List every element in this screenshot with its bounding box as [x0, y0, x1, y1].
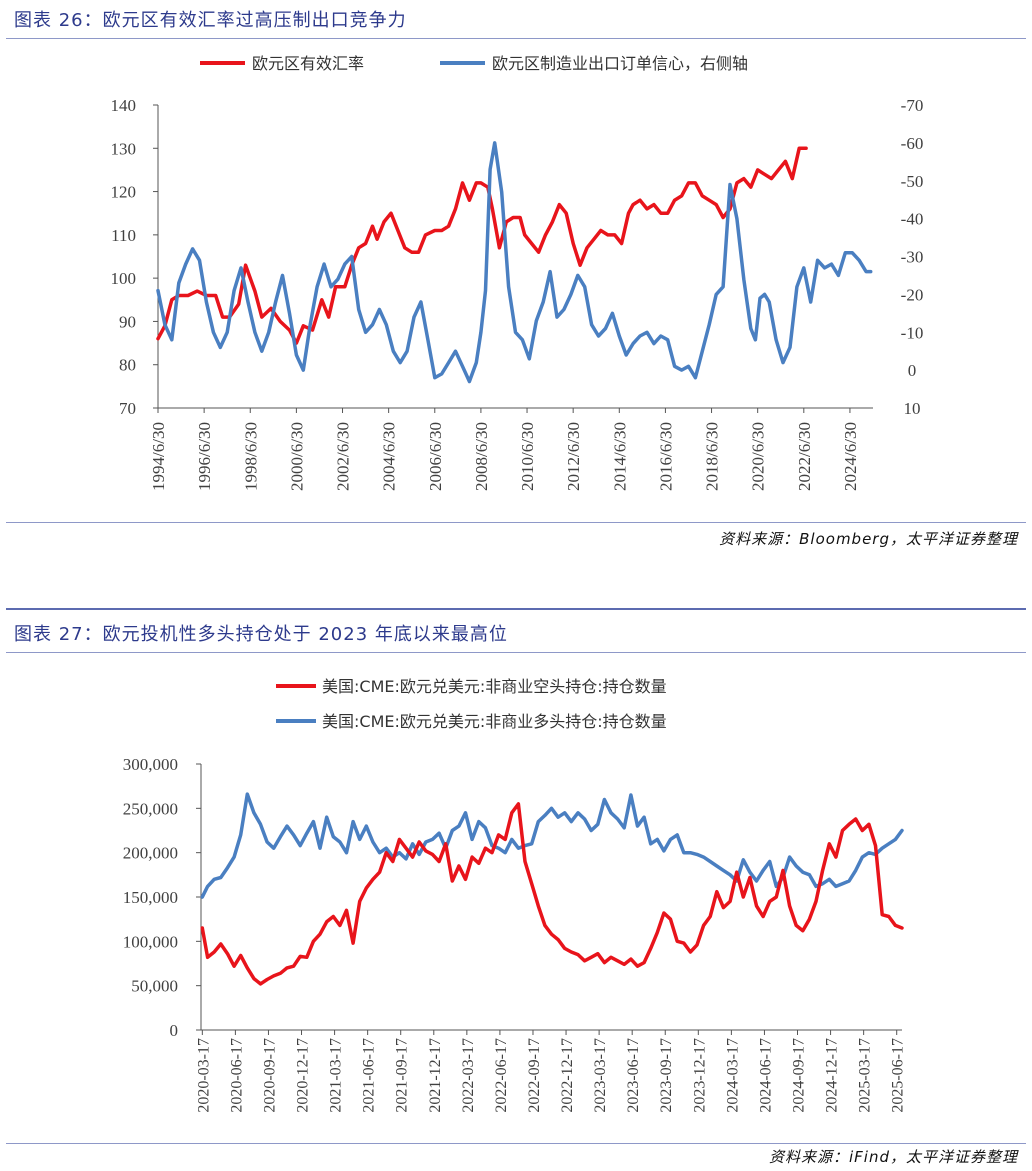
x-tick-label: 2025-06-17: [890, 1038, 907, 1113]
series-line-exchange-rate: [156, 146, 808, 345]
x-tick-label: 2008/6/30: [472, 422, 491, 491]
x-tick-label: 2020-09-17: [261, 1038, 278, 1113]
figure1-series: [156, 141, 873, 384]
figure1-title: 图表 26：欧元区有效汇率过高压制出口竞争力: [14, 10, 407, 31]
left-y-tick-label: 120: [111, 183, 137, 202]
figure2-axes: 0 50,000 100,000 150,000 200,000 250,000 300,0…: [123, 755, 907, 1113]
left-y-tick-label: 140: [111, 96, 137, 115]
x-tick-label: 2020/6/30: [749, 422, 768, 491]
legend-label-export-orders: 欧元区制造业出口订单信心，右侧轴: [492, 54, 748, 73]
x-tick-label: 2000/6/30: [287, 422, 306, 491]
figure1-axes: 708090100110120130140100-10-20-30-40-50-…: [111, 96, 924, 491]
x-tick-label: 2024-12-17: [824, 1038, 841, 1113]
figure1-source: 资料来源：Bloomberg，太平洋证券整理: [719, 530, 1018, 548]
legend-label-short-positions: 美国:CME:欧元兑美元:非商业空头持仓:持仓数量: [322, 677, 667, 696]
right-y-tick-label: -60: [901, 134, 924, 153]
x-tick-label: 2024-06-17: [757, 1038, 774, 1113]
right-y-tick-label: -40: [901, 210, 924, 229]
x-tick-label: 2023-03-17: [592, 1038, 609, 1113]
x-tick-label: 2022-03-17: [460, 1038, 477, 1113]
y-tick-label: 250,000: [123, 799, 178, 818]
x-tick-label: 2022-12-17: [559, 1038, 576, 1113]
x-tick-label: 2020-03-17: [195, 1038, 212, 1113]
right-y-tick-label: -70: [901, 96, 924, 115]
figure1-bottom-rule: [6, 522, 1026, 523]
right-y-tick-label: -30: [901, 248, 924, 267]
y-tick-label: 0: [170, 1021, 179, 1040]
x-tick-label: 2014/6/30: [610, 422, 629, 491]
x-tick-label: 1998/6/30: [241, 422, 260, 491]
figure2-title-rule: [6, 652, 1026, 653]
left-y-tick-label: 90: [119, 312, 136, 331]
x-tick-label: 2023-12-17: [691, 1038, 708, 1113]
x-tick-label: 2023-06-17: [625, 1038, 642, 1113]
figure1-title-rule: [6, 38, 1026, 39]
x-tick-label: 2020-06-17: [228, 1038, 245, 1113]
x-tick-label: 1994/6/30: [149, 422, 168, 491]
figure2-legend: 美国:CME:欧元兑美元:非商业空头持仓:持仓数量 美国:CME:欧元兑美元:非…: [276, 677, 667, 731]
legend-label-long-positions: 美国:CME:欧元兑美元:非商业多头持仓:持仓数量: [322, 712, 667, 731]
x-tick-label: 2020-12-17: [295, 1038, 312, 1113]
left-y-tick-label: 110: [111, 226, 136, 245]
x-tick-label: 2021-09-17: [394, 1038, 411, 1113]
x-tick-label: 2004/6/30: [380, 422, 399, 491]
figure1-legend: 欧元区有效汇率 欧元区制造业出口订单信心，右侧轴: [200, 54, 748, 73]
series-line-short-positions: [200, 802, 904, 986]
figure2-bottom-rule: [6, 1143, 1026, 1144]
left-y-tick-label: 100: [111, 269, 137, 288]
x-tick-label: 2021-03-17: [328, 1038, 345, 1113]
x-tick-label: 2023-09-17: [658, 1038, 675, 1113]
y-tick-label: 300,000: [123, 755, 178, 774]
series-line-export-orders: [156, 141, 873, 384]
x-tick-label: 2024-09-17: [791, 1038, 808, 1113]
right-y-tick-label: -10: [901, 323, 924, 342]
x-tick-label: 2010/6/30: [518, 422, 537, 491]
right-y-tick-label: -50: [901, 172, 924, 191]
x-tick-label: 2018/6/30: [703, 422, 722, 491]
x-tick-label: 1996/6/30: [195, 422, 214, 491]
x-tick-label: 2025-03-17: [857, 1038, 874, 1113]
x-tick-label: 2012/6/30: [564, 422, 583, 491]
x-tick-label: 2021-06-17: [361, 1038, 378, 1113]
left-y-tick-label: 80: [119, 356, 136, 375]
series-line-long-positions: [200, 792, 904, 899]
x-tick-label: 2024/6/30: [841, 422, 860, 491]
figure2-source: 资料来源：iFind，太平洋证券整理: [769, 1148, 1018, 1166]
x-tick-label: 2021-12-17: [427, 1038, 444, 1113]
x-tick-label: 2022-09-17: [526, 1038, 543, 1113]
legend-label-exchange-rate: 欧元区有效汇率: [252, 54, 364, 73]
figure2-top-rule: [6, 608, 1026, 610]
x-tick-label: 2002/6/30: [334, 422, 353, 491]
x-tick-label: 2024-03-17: [724, 1038, 741, 1113]
y-tick-label: 100,000: [123, 932, 178, 951]
left-y-tick-label: 70: [119, 399, 136, 418]
figure2-title: 图表 27：欧元投机性多头持仓处于 2023 年底以来最高位: [14, 624, 508, 645]
y-tick-label: 150,000: [123, 888, 178, 907]
y-tick-label: 50,000: [131, 977, 178, 996]
figure1-chart: 欧元区有效汇率 欧元区制造业出口订单信心，右侧轴 708090100110120…: [111, 54, 924, 491]
y-tick-label: 200,000: [123, 844, 178, 863]
x-tick-label: 2016/6/30: [656, 422, 675, 491]
figure2-series: [200, 792, 904, 986]
x-tick-label: 2006/6/30: [426, 422, 445, 491]
left-y-tick-label: 130: [111, 139, 137, 158]
x-tick-label: 2022/6/30: [795, 422, 814, 491]
right-y-tick-label: -20: [901, 285, 924, 304]
right-y-tick-label: 0: [908, 361, 917, 380]
x-tick-label: 2022-06-17: [493, 1038, 510, 1113]
right-y-tick-label: 10: [904, 399, 921, 418]
